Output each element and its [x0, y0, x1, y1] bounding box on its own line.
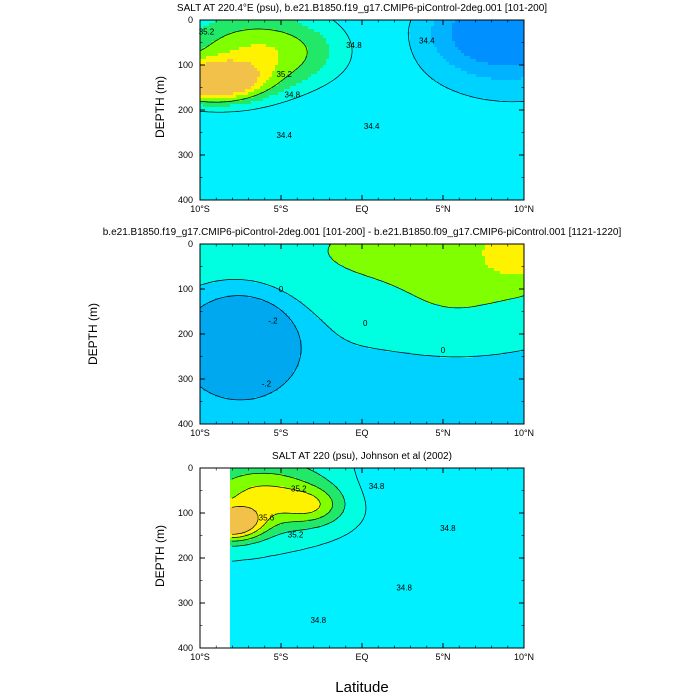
contour-line	[231, 468, 367, 562]
contour-label: 34.8	[346, 41, 362, 50]
contour-fill	[200, 244, 524, 424]
x-tick-label: 10°S	[190, 204, 210, 214]
y-tick-label: 400	[178, 643, 193, 653]
y-tick-label: 300	[178, 374, 193, 384]
x-tick-label: 10°N	[514, 428, 534, 438]
y-tick-label: 200	[178, 105, 193, 115]
x-tick-label: 10°S	[190, 652, 210, 662]
panel-3: SALT AT 220 (psu), Johnson et al (2002) …	[153, 451, 534, 662]
x-tick-label: 10°N	[514, 652, 534, 662]
panel-1-title: SALT AT 220.4°E (psu), b.e21.B1850.f19_g…	[177, 3, 547, 14]
contour-label: -.2	[268, 317, 278, 326]
contour-label: 34.8	[369, 482, 385, 491]
x-tick-label: 5°S	[274, 204, 289, 214]
contour-label: 34.4	[364, 122, 380, 131]
contour-label: 35.2	[288, 531, 304, 540]
panel-2-ylabel: DEPTH (m)	[86, 303, 100, 365]
x-tick-label: EQ	[355, 204, 368, 214]
contour-label: -.2	[262, 380, 272, 389]
contour-line	[231, 485, 321, 538]
x-tick-label: EQ	[355, 652, 368, 662]
y-tick-label: 200	[178, 329, 193, 339]
contour-label: 35.2	[199, 27, 215, 36]
contour-lines	[231, 468, 367, 562]
x-axis-label: Latitude	[335, 679, 388, 696]
y-tick-label: 400	[178, 195, 193, 205]
contour-label: 0	[441, 346, 446, 355]
panel-2-title: b.e21.B1850.f19_g17.CMIP6-piControl-2deg…	[103, 227, 622, 238]
panel-2: b.e21.B1850.f19_g17.CMIP6-piControl-2deg…	[86, 227, 621, 438]
panel-3-ylabel: DEPTH (m)	[153, 525, 167, 587]
y-tick-label: 100	[178, 508, 193, 518]
y-tick-label: 0	[188, 15, 193, 25]
panel-1-ylabel: DEPTH (m)	[153, 76, 167, 138]
contour-fill	[200, 468, 524, 648]
y-tick-label: 300	[178, 598, 193, 608]
contour-line	[408, 20, 524, 103]
contour-label: 34.8	[440, 524, 456, 533]
x-tick-label: 5°N	[435, 652, 450, 662]
y-tick-label: 400	[178, 419, 193, 429]
y-tick-label: 0	[188, 463, 193, 473]
contour-label: 35.6	[259, 514, 275, 523]
contour-label: 0	[279, 285, 284, 294]
y-tick-label: 100	[178, 284, 193, 294]
contour-lines	[200, 20, 524, 113]
contour-label: 34.4	[419, 36, 435, 45]
y-tick-label: 300	[178, 150, 193, 160]
contour-line	[200, 295, 302, 401]
panel-3-title: SALT AT 220 (psu), Johnson et al (2002)	[272, 451, 452, 462]
contour-line	[200, 28, 308, 103]
y-tick-label: 100	[178, 60, 193, 70]
contour-label: 34.8	[285, 90, 301, 99]
panel-1-plot: 35.2 34.8 34.4 35.2 34.8 34.4 34.4 10°S 5°S EQ 5°N…	[178, 15, 534, 214]
contour-line	[231, 472, 334, 542]
contour-fill	[200, 20, 524, 200]
contour-label: 35.2	[291, 484, 307, 493]
panel-1: SALT AT 220.4°E (psu), b.e21.B1850.f19_g…	[153, 3, 547, 214]
contour-line	[200, 20, 353, 113]
x-tick-label: 5°S	[274, 428, 289, 438]
x-tick-label: 5°N	[435, 428, 450, 438]
contour-line	[231, 506, 259, 535]
panel-3-plot: 35.2 35.6 35.2 34.8 34.8 34.8 34.8 10°S 5°S EQ 5°N…	[178, 463, 534, 662]
x-tick-label: 10°S	[190, 428, 210, 438]
y-tick-label: 200	[178, 553, 193, 563]
x-tick-label: 10°N	[514, 204, 534, 214]
x-tick-label: 5°S	[274, 652, 289, 662]
y-tick-label: 0	[188, 239, 193, 249]
panel-2-plot: 0 -.2 0 0 -.2 10°S 5°S EQ 5°N 10°N 0 100 200 300 400	[178, 239, 534, 438]
contour-label: 34.8	[310, 616, 326, 625]
contour-label: 34.4	[276, 131, 292, 140]
contour-line	[200, 279, 524, 358]
contour-label: 35.2	[276, 70, 292, 79]
contour-label: 34.8	[396, 583, 412, 592]
x-tick-label: 5°N	[435, 204, 450, 214]
x-tick-label: EQ	[355, 428, 368, 438]
contour-label: 0	[363, 319, 368, 328]
